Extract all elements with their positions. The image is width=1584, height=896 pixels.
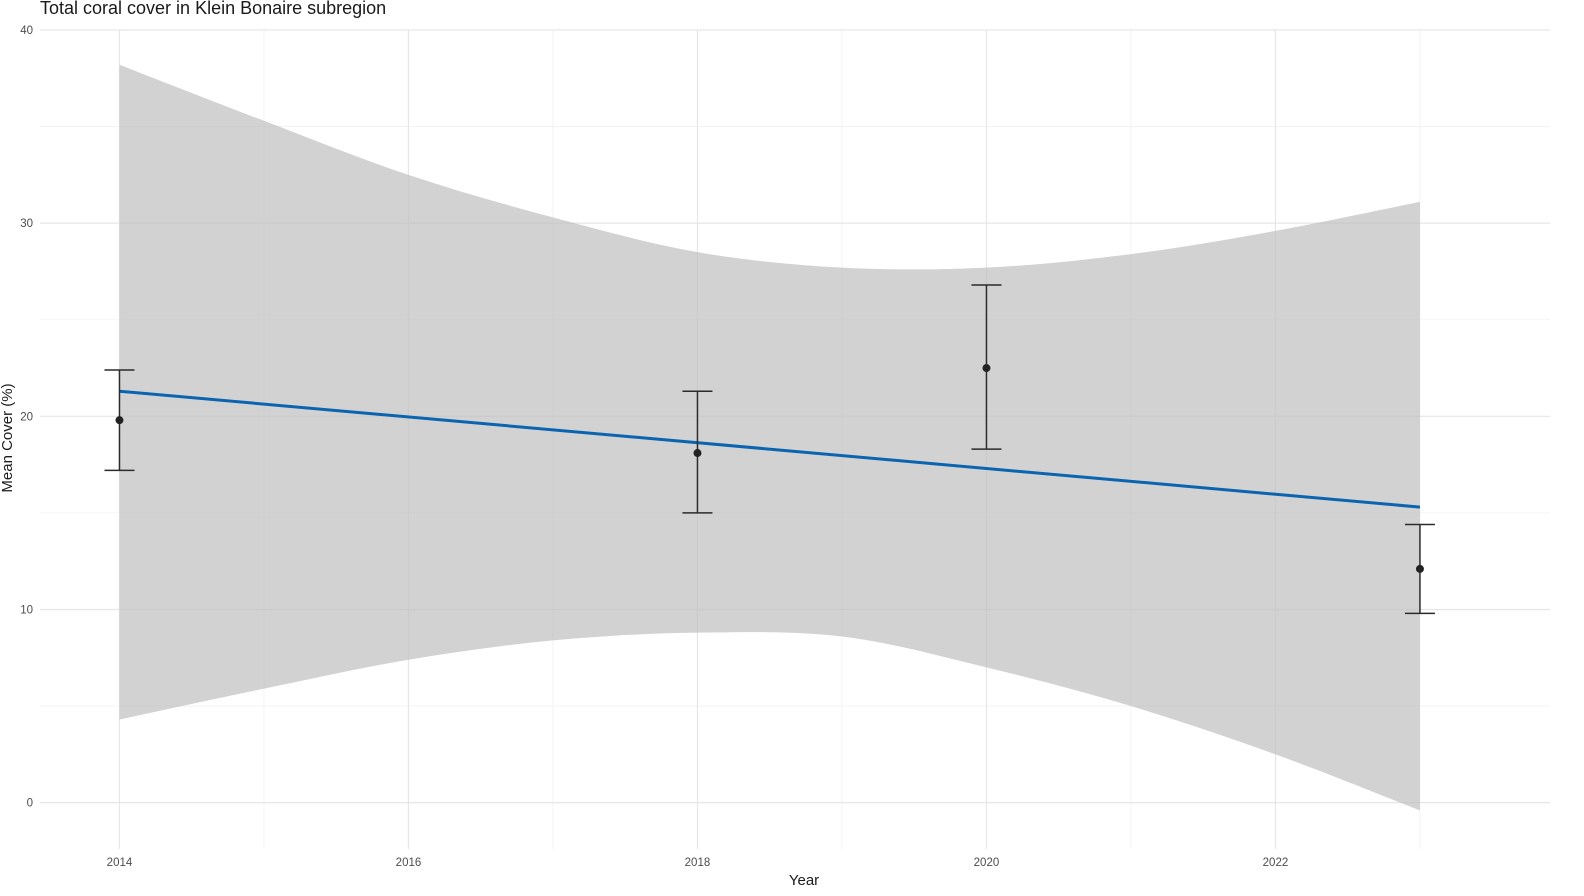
- x-tick-label: 2016: [396, 857, 422, 869]
- data-points: [115, 364, 1424, 573]
- y-tick-label: 30: [20, 218, 33, 230]
- x-tick-label: 2014: [107, 857, 133, 869]
- confidence-band: [119, 64, 1420, 811]
- y-tick-label: 40: [20, 25, 33, 37]
- y-tick-label: 0: [27, 798, 33, 810]
- trend-line: [119, 389, 1421, 509]
- y-tick-labels: 0 10 20 30 40: [20, 25, 33, 810]
- x-axis-title: Year: [789, 872, 819, 889]
- data-point: [1415, 564, 1424, 573]
- data-point: [693, 449, 702, 458]
- data-point: [115, 416, 124, 425]
- y-tick-label: 20: [20, 411, 33, 423]
- x-tick-label: 2018: [685, 857, 711, 869]
- x-tick-label: 2022: [1263, 857, 1289, 869]
- y-axis-title: Mean Cover (%): [0, 383, 16, 492]
- y-tick-label: 10: [20, 604, 33, 616]
- x-tick-labels: 2014 2016 2018 2020 2022: [107, 857, 1289, 869]
- x-tick-label: 2020: [974, 857, 1000, 869]
- data-point: [982, 364, 991, 373]
- chart-title: Total coral cover in Klein Bonaire subre…: [40, 0, 386, 18]
